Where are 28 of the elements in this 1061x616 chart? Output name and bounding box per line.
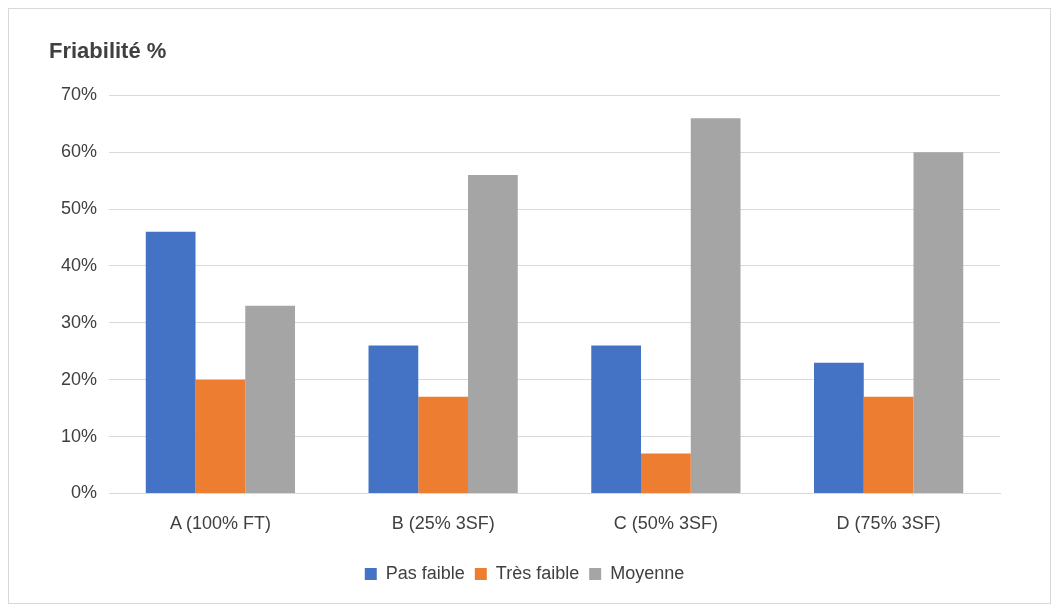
y-tick-label: 20% <box>61 368 98 389</box>
bar <box>641 453 691 493</box>
legend-label: Moyenne <box>610 562 685 583</box>
bar <box>195 379 246 493</box>
bar <box>863 396 914 493</box>
y-tick-label: 40% <box>61 254 98 275</box>
bar <box>245 305 296 493</box>
legend-label: Pas faible <box>385 562 465 583</box>
y-tick-label: 30% <box>61 311 98 332</box>
bar <box>913 152 964 493</box>
bar <box>814 362 864 493</box>
bar <box>591 345 642 493</box>
x-tick-label: D (75% 3SF) <box>836 513 941 534</box>
bar <box>690 118 741 493</box>
y-tick-label: 0% <box>71 482 98 503</box>
bar <box>418 396 469 493</box>
bar <box>145 231 196 493</box>
y-tick-label: 50% <box>61 198 98 219</box>
y-tick-label: 70% <box>61 84 98 105</box>
legend-label: Très faible <box>495 562 580 583</box>
bar <box>368 345 419 493</box>
x-tick-label: B (25% 3SF) <box>391 513 495 534</box>
bar <box>468 175 518 493</box>
y-tick-label: 10% <box>61 425 98 446</box>
chart-title: Friabilité % <box>49 38 167 64</box>
y-tick-label: 60% <box>61 141 98 162</box>
x-tick-label: A (100% FT) <box>169 513 271 534</box>
x-tick-label: C (50% 3SF) <box>613 513 718 534</box>
